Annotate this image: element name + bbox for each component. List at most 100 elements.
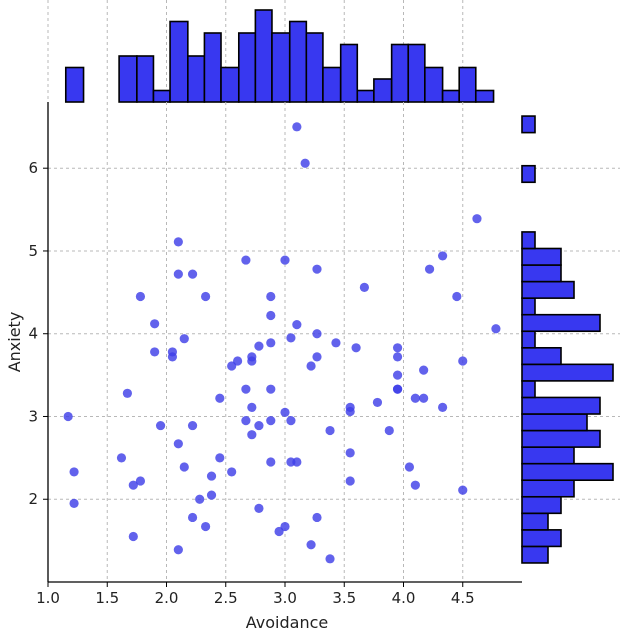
scatter-point <box>266 457 276 467</box>
scatter-point <box>392 384 403 394</box>
histogram-bar <box>521 330 536 349</box>
scatter-point <box>155 420 166 431</box>
scatter-point <box>419 393 429 403</box>
scatter-point <box>266 291 276 302</box>
scatter-point <box>280 255 290 265</box>
scatter-point <box>233 356 243 366</box>
scatter-point <box>312 264 322 274</box>
histogram-bar <box>521 413 588 432</box>
scatter-point <box>351 343 361 353</box>
scatter-point <box>187 512 198 523</box>
scatter-point <box>128 531 138 542</box>
scatter-point <box>359 282 369 292</box>
scatter-point <box>392 343 403 353</box>
top-marginal-histogram <box>47 0 495 103</box>
scatter-point <box>227 467 237 477</box>
grid-lines <box>47 102 522 582</box>
scatter-point <box>254 503 264 513</box>
scatter-point <box>372 397 383 408</box>
scatter-point <box>241 416 251 426</box>
scatter-point <box>150 319 160 329</box>
scatter-point <box>325 554 335 564</box>
scatter-point <box>201 521 211 532</box>
scatter-point <box>254 341 264 351</box>
scatter-point <box>280 521 290 532</box>
scatter-point <box>419 365 429 375</box>
scatter-point <box>215 453 225 463</box>
scatter-point <box>424 264 435 274</box>
histogram-bar <box>237 32 257 103</box>
scatter-point <box>241 255 251 265</box>
scatter-point <box>135 291 146 302</box>
scatter-point <box>173 269 183 279</box>
y-tick-label: 2 <box>28 490 38 508</box>
scatter-point <box>150 347 160 357</box>
histogram-bar <box>521 313 601 333</box>
scatter-point <box>167 347 178 357</box>
scatter-point <box>312 512 322 523</box>
histogram-bar <box>407 43 426 103</box>
histogram-bar <box>521 115 536 134</box>
scatter-point <box>300 158 310 168</box>
scatter-point <box>128 480 138 490</box>
x-tick-label: 2.0 <box>155 589 179 607</box>
scatter-point <box>173 545 183 555</box>
histogram-bar <box>521 462 614 482</box>
x-tick-label: 4.5 <box>451 589 475 607</box>
scatter-point <box>187 420 198 431</box>
scatter-point <box>254 420 264 431</box>
scatter-point <box>472 214 482 224</box>
scatter-point <box>491 324 501 334</box>
scatter-point <box>195 494 205 504</box>
histogram-bar <box>356 89 375 103</box>
scatter-point <box>201 291 211 302</box>
scatter-point <box>266 384 276 394</box>
x-tick-label: 3.5 <box>332 589 356 607</box>
histogram-bar <box>203 32 222 103</box>
x-axis-title: Avoidance <box>246 613 328 632</box>
scatter-point <box>345 476 355 486</box>
histogram-bar <box>187 55 206 103</box>
histogram-bar <box>254 9 273 103</box>
scatter-point <box>410 480 420 490</box>
y-tick-label: 4 <box>28 325 38 343</box>
histogram-bar <box>521 231 536 250</box>
scatter-point <box>63 411 73 422</box>
scatter-point <box>173 237 183 247</box>
y-tick-label: 5 <box>28 242 38 260</box>
scatter-point <box>306 361 316 371</box>
scatter-panel: 1.0 1.5 2.0 2.5 3.0 3.5 4.0 4.5 2 3 4 5 6 <box>28 102 522 607</box>
x-axis-ticks: 1.0 1.5 2.0 2.5 3.0 3.5 4.0 4.5 <box>36 582 475 607</box>
histogram-bar <box>458 66 477 103</box>
histogram-bar <box>521 529 562 548</box>
histogram-bar <box>373 78 393 103</box>
scatter-point <box>306 540 316 550</box>
scatter-point <box>116 453 127 463</box>
histogram-bar <box>521 396 601 415</box>
scatter-point <box>206 471 217 481</box>
histogram-bar <box>220 66 240 103</box>
scatter-point <box>345 448 355 458</box>
histogram-bar <box>521 495 562 515</box>
scatter-point <box>247 402 257 412</box>
scatter-point <box>458 485 468 495</box>
scatter-point <box>266 310 276 321</box>
scatter-point <box>286 416 296 426</box>
scatter-point <box>452 291 462 302</box>
histogram-bar <box>64 66 85 103</box>
scatter-point <box>438 251 448 261</box>
histogram-bar <box>136 55 155 103</box>
y-tick-label: 6 <box>28 159 38 177</box>
histogram-bar <box>521 429 601 448</box>
scatter-point <box>410 393 420 403</box>
scatter-point <box>215 393 225 403</box>
scatter-point <box>266 416 276 426</box>
histogram-bar <box>521 264 562 283</box>
x-tick-label: 1.5 <box>95 589 119 607</box>
histogram-bar <box>521 363 614 382</box>
scatter-point <box>69 467 79 477</box>
scatter-point <box>266 338 276 348</box>
scatter-point <box>286 333 296 343</box>
x-tick-label: 1.0 <box>36 589 60 607</box>
histogram-bar <box>305 32 324 103</box>
